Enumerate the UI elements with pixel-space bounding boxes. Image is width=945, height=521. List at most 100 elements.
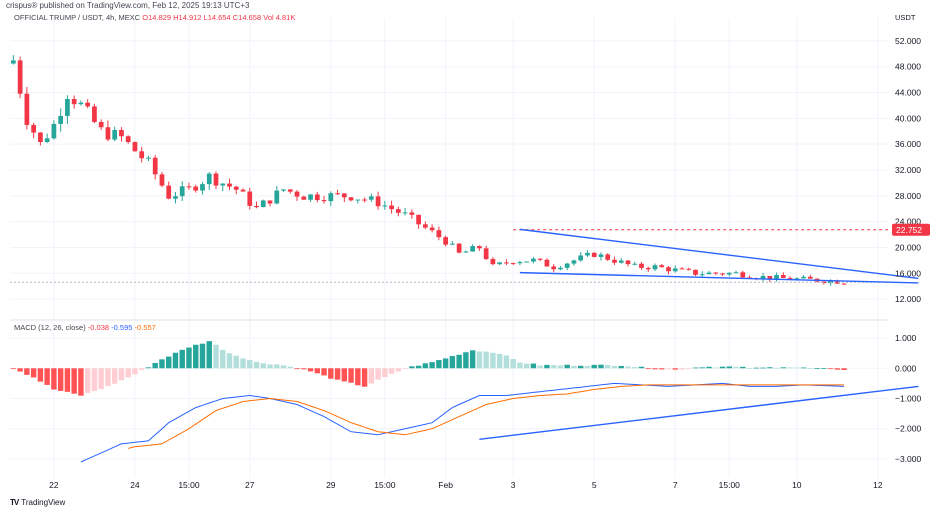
candle-body bbox=[767, 275, 773, 280]
candle-body bbox=[112, 130, 118, 140]
candle-body bbox=[409, 212, 415, 215]
candle-body bbox=[524, 261, 530, 263]
candle-body bbox=[463, 251, 469, 253]
macd-line-value: -0.595 bbox=[111, 323, 133, 332]
macd-histogram-bar bbox=[523, 363, 530, 369]
price-tick-label: 28.000 bbox=[895, 191, 921, 201]
candle-body bbox=[233, 186, 239, 190]
macd-histogram-bar bbox=[733, 366, 739, 369]
macd-histogram-bar bbox=[51, 368, 57, 390]
macd-histogram-bar bbox=[740, 366, 746, 369]
tradingview-brand[interactable]: TV TradingView bbox=[10, 498, 65, 507]
macd-histogram-bar bbox=[307, 368, 314, 372]
candle-body bbox=[240, 189, 246, 192]
candle-body bbox=[443, 237, 448, 245]
candle-body bbox=[402, 212, 408, 214]
candle-body bbox=[699, 274, 705, 276]
candle-body bbox=[612, 259, 617, 263]
macd-histogram-bar bbox=[415, 365, 422, 369]
macd-histogram-bar bbox=[17, 368, 23, 372]
candle-body bbox=[760, 275, 766, 279]
macd-histogram-bar bbox=[355, 368, 361, 386]
macd-histogram-bar bbox=[10, 368, 17, 370]
candle-body bbox=[693, 269, 698, 275]
macd-histogram-bar bbox=[78, 368, 84, 396]
macd-histogram-bar bbox=[37, 368, 44, 382]
candle-body bbox=[193, 186, 199, 191]
macd-histogram-bar bbox=[632, 367, 638, 369]
price-tick-label: 24.000 bbox=[895, 217, 921, 227]
price-tick-label: 52.000 bbox=[895, 36, 921, 46]
candle-body bbox=[206, 173, 212, 185]
time-tick-label: 27 bbox=[245, 480, 255, 490]
candle-body bbox=[200, 184, 205, 191]
macd-histogram-bar bbox=[780, 367, 787, 369]
candle-body bbox=[287, 189, 293, 192]
macd-histogram-bar bbox=[746, 368, 753, 369]
macd-histogram-bar bbox=[564, 364, 570, 369]
candle-body bbox=[497, 262, 503, 265]
ohlc-volume: Vol 4.81K bbox=[263, 13, 296, 22]
macd-histogram-bar bbox=[625, 366, 631, 369]
macd-histogram-bar bbox=[220, 349, 226, 369]
candle-body bbox=[51, 123, 57, 139]
candle-body bbox=[510, 263, 516, 265]
candle-body bbox=[679, 268, 685, 270]
candle-body bbox=[625, 260, 631, 265]
candle-body bbox=[220, 183, 226, 186]
macd-histogram-bar bbox=[598, 364, 604, 369]
macd-histogram-bar bbox=[226, 353, 233, 369]
macd-histogram-bar bbox=[760, 367, 766, 369]
macd-histogram-bar bbox=[71, 368, 77, 394]
price-unit: USDT bbox=[895, 13, 916, 22]
wedge-upper-trendline bbox=[519, 228, 919, 280]
price-tick-label: 36.000 bbox=[895, 139, 921, 149]
time-tick-label: 22 bbox=[49, 480, 59, 490]
candle-body bbox=[659, 265, 665, 268]
candle-body bbox=[159, 174, 165, 186]
macd-histogram-bar bbox=[773, 367, 780, 369]
macd-histogram-bar bbox=[686, 368, 692, 370]
candle-body bbox=[531, 258, 536, 262]
candle-body bbox=[551, 266, 557, 270]
candle-body bbox=[841, 283, 847, 285]
candle-body bbox=[254, 205, 259, 208]
time-tick-label: 5 bbox=[592, 480, 597, 490]
macd-histogram-bar bbox=[665, 368, 672, 370]
candle-body bbox=[85, 102, 91, 107]
candle-body bbox=[341, 193, 347, 198]
candle-body bbox=[335, 193, 340, 195]
macd-histogram-bar bbox=[469, 350, 476, 369]
macd-histogram-bar bbox=[125, 368, 131, 378]
macd-histogram-bar bbox=[186, 347, 192, 369]
macd-histogram-bar bbox=[544, 364, 550, 369]
candle-body bbox=[139, 151, 145, 159]
macd-histogram-bar bbox=[64, 368, 71, 392]
candle-body bbox=[537, 258, 543, 260]
candle-body bbox=[456, 243, 462, 253]
candle-body bbox=[801, 276, 806, 279]
candle-body bbox=[504, 262, 509, 264]
time-tick-label: 15:00 bbox=[374, 480, 396, 490]
macd-histogram-bar bbox=[240, 358, 246, 369]
macd-histogram-bar bbox=[44, 368, 50, 385]
candle-body bbox=[274, 190, 280, 204]
candle-body bbox=[301, 196, 307, 200]
candle-body bbox=[294, 191, 300, 197]
candle-body bbox=[247, 191, 253, 206]
macd-histogram-bar bbox=[422, 363, 429, 369]
macd-histogram-bar bbox=[118, 368, 125, 381]
macd-histogram-bar bbox=[247, 360, 253, 369]
macd-histogram-bar bbox=[814, 368, 820, 369]
macd-tick-label: −1.000 bbox=[895, 393, 922, 403]
macd-histogram-bar bbox=[91, 368, 98, 391]
macd-histogram-bar bbox=[368, 368, 375, 384]
candle-body bbox=[834, 280, 840, 284]
macd-histogram-bar bbox=[314, 368, 321, 374]
candle-body bbox=[470, 246, 476, 252]
candle-body bbox=[382, 205, 388, 207]
macd-histogram-bar bbox=[348, 368, 354, 383]
time-tick-label: 12 bbox=[873, 480, 883, 490]
